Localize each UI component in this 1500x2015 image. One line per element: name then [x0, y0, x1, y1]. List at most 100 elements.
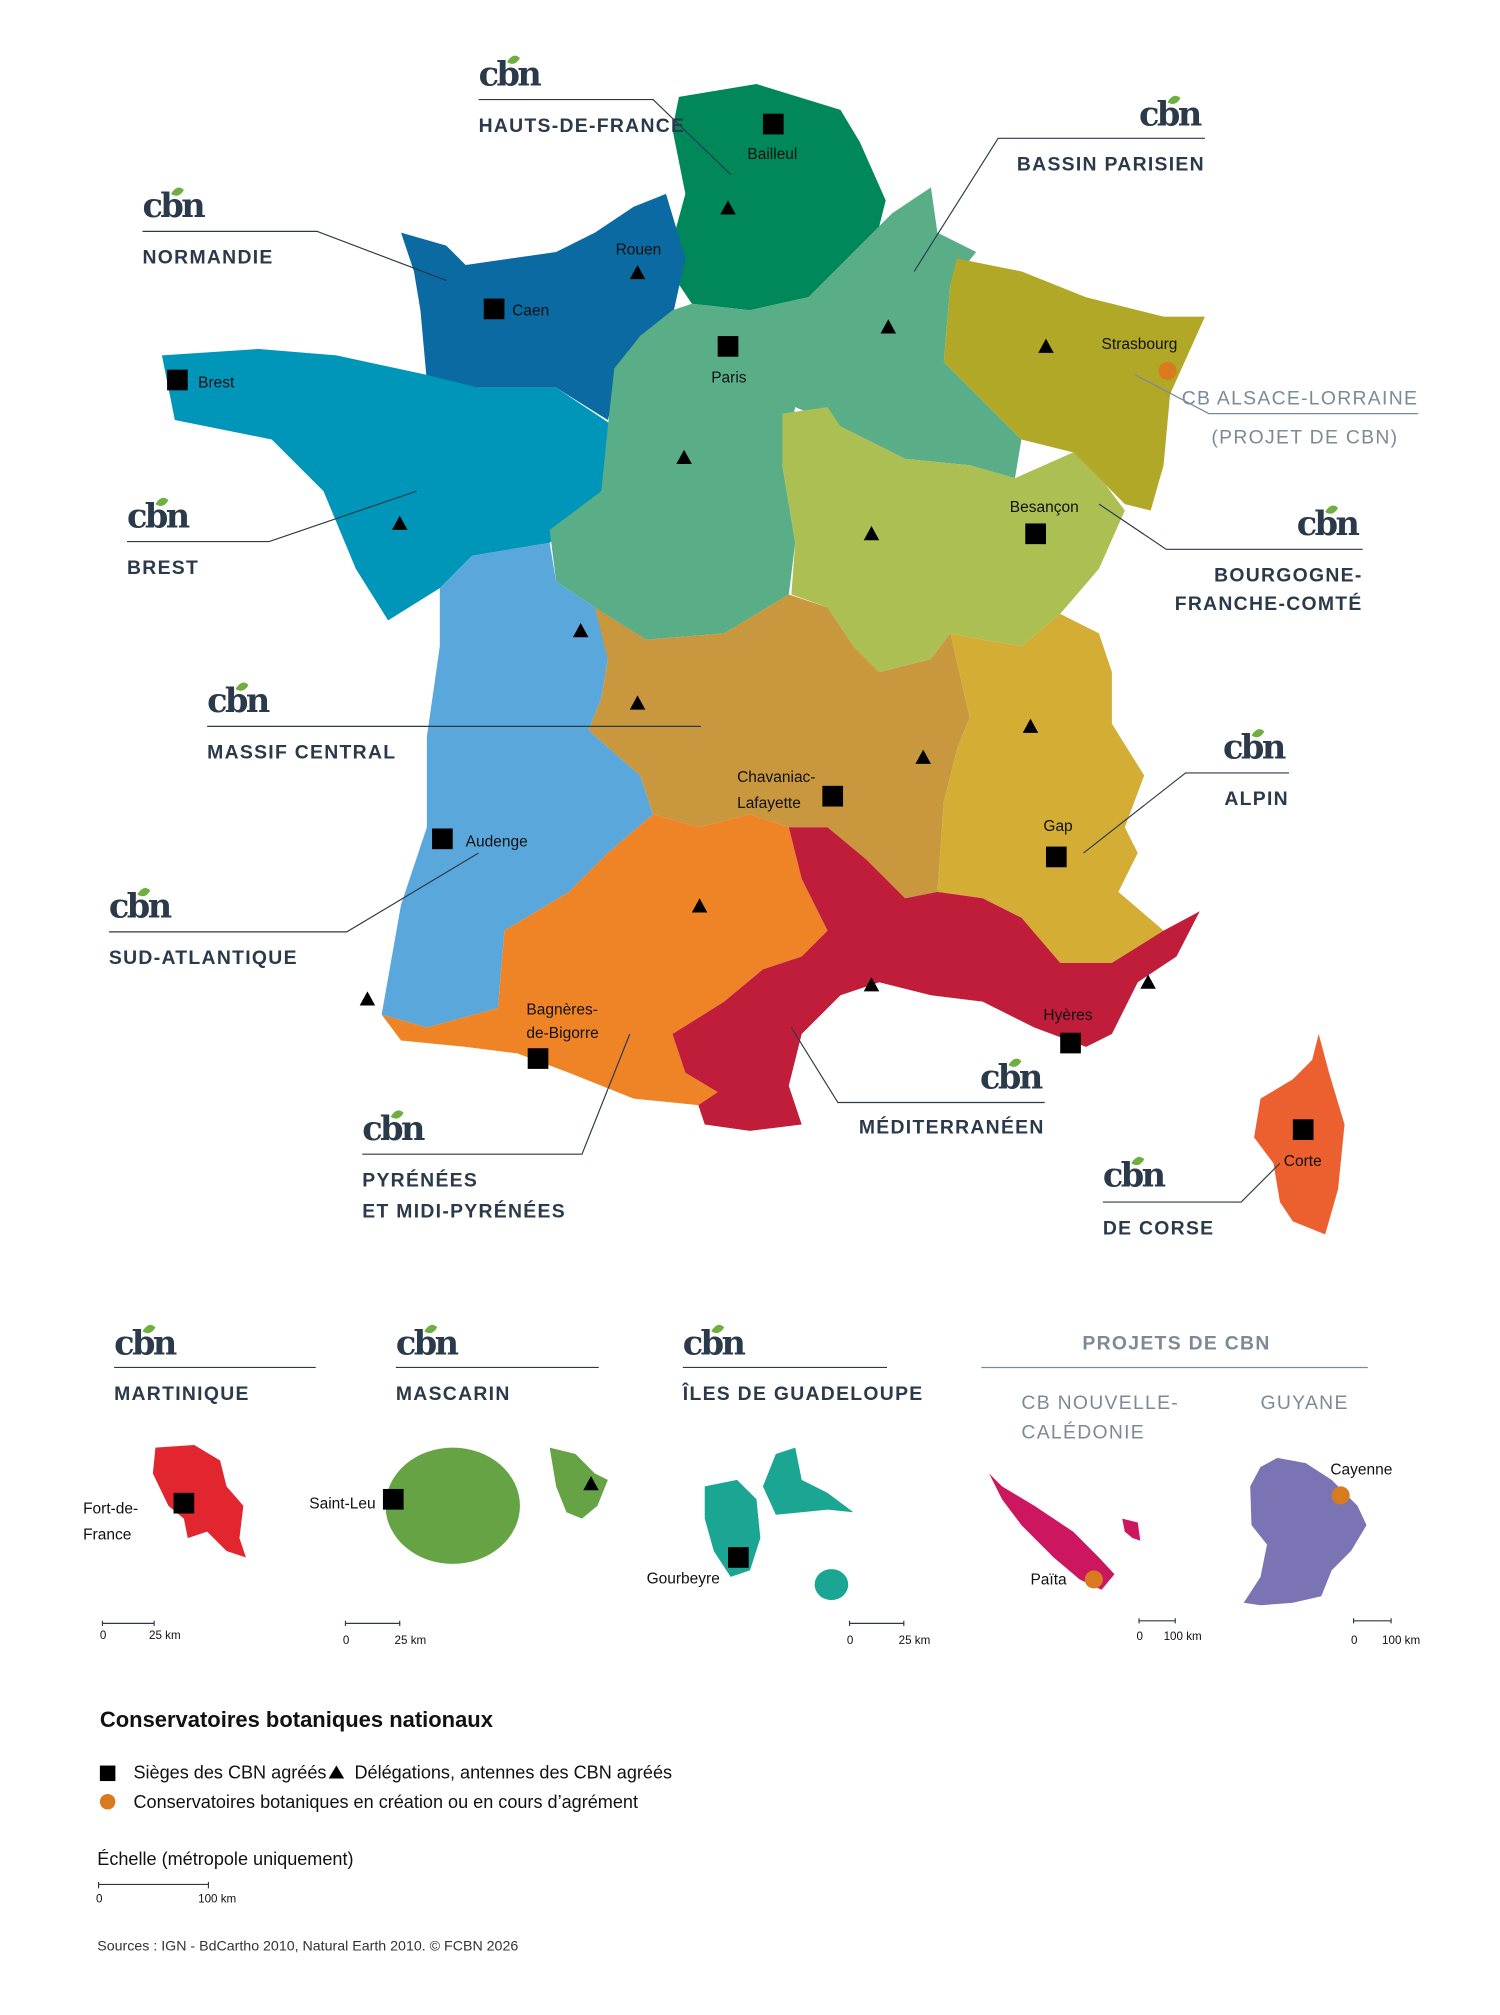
region-alpin[interactable] — [937, 613, 1164, 963]
city-label: Fort-de- — [83, 1501, 138, 1518]
legend-triangle-icon — [328, 1765, 345, 1779]
legend: Conservatoires botaniques nationaux Sièg… — [96, 1707, 672, 1955]
label-pyrenees: cbn PYRÉNÉES ET MIDI-PYRÉNÉES — [362, 1108, 566, 1223]
scale-label: 100 km — [1164, 1630, 1202, 1643]
seat-bagneres[interactable] — [527, 1048, 549, 1069]
scale-label: 0 — [1351, 1634, 1358, 1647]
region-bourgogne-franche-comte[interactable] — [782, 407, 1125, 673]
seat-gap[interactable] — [1045, 846, 1067, 868]
region-name: BREST — [127, 557, 199, 579]
city-label: Gap — [1043, 818, 1072, 835]
region-alsace-lorraine[interactable] — [943, 258, 1205, 511]
city-label: Lafayette — [737, 795, 801, 812]
region-name: MÉDITERRANÉEN — [859, 1116, 1045, 1139]
region-brest[interactable] — [161, 348, 615, 621]
seat-hyeres[interactable] — [1060, 1032, 1081, 1054]
inset-title: MASCARIN — [396, 1383, 511, 1405]
delegation-triangle[interactable] — [629, 264, 646, 280]
legend-label: Conservatoires botaniques en création ou… — [133, 1792, 637, 1812]
city-label: France — [83, 1526, 131, 1543]
seat-corte[interactable] — [1292, 1119, 1314, 1140]
city-label: de-Bigorre — [526, 1025, 598, 1042]
city-label: Corte — [1284, 1153, 1322, 1170]
region-name: FRANCHE-COMTÉ — [1175, 592, 1363, 615]
region-name: ALPIN — [1224, 788, 1289, 810]
delegation-triangle[interactable] — [1140, 974, 1156, 989]
seat-audenge[interactable] — [432, 828, 453, 850]
label-bourgogne-franche-comte: cbn BOURGOGNE- FRANCHE-COMTÉ — [1175, 503, 1363, 615]
seat-paris[interactable] — [717, 336, 739, 357]
scale-label: 25 km — [149, 1629, 181, 1642]
delegation-triangle[interactable] — [629, 695, 646, 710]
delegation-triangle[interactable] — [572, 622, 589, 638]
city-label: Bagnères- — [526, 1002, 598, 1019]
loyalty-islands-shape[interactable] — [1122, 1518, 1141, 1541]
legend-title: Conservatoires botaniques nationaux — [100, 1707, 494, 1732]
seat-saint-leu[interactable] — [382, 1488, 404, 1510]
label-sud-atlantique: cbn SUD-ATLANTIQUE — [109, 886, 298, 970]
delegation-markers — [359, 200, 1156, 1006]
city-label: Paris — [711, 370, 747, 387]
region-pyrenees[interactable] — [381, 814, 828, 1106]
inset-title: ÎLES DE GUADELOUPE — [682, 1381, 924, 1405]
delegation-triangle[interactable] — [1038, 338, 1054, 353]
delegation-triangle[interactable] — [391, 515, 408, 530]
label-alsace-lorraine: CB ALSACE-LORRAINE (PROJET DE CBN) — [1182, 388, 1417, 449]
region-sud-atlantique[interactable] — [381, 542, 654, 1028]
city-label: Audenge — [466, 834, 528, 851]
marie-galante-shape[interactable] — [814, 1569, 849, 1601]
delegation-triangle[interactable] — [583, 1476, 599, 1491]
delegation-triangle[interactable] — [676, 449, 692, 465]
region-massif-central[interactable] — [588, 594, 970, 899]
seat-caen[interactable] — [483, 298, 505, 320]
region-name: MASSIF CENTRAL — [207, 742, 396, 764]
scale-title: Échelle (métropole uniquement) — [97, 1849, 353, 1869]
reunion-shape[interactable] — [385, 1447, 520, 1564]
nouvelle-caledonie-shape[interactable] — [989, 1473, 1115, 1590]
sources: Sources : IGN - BdCartho 2010, Natural E… — [97, 1938, 518, 1954]
region-name: DE CORSE — [1103, 1217, 1215, 1239]
creation-cayenne[interactable] — [1331, 1486, 1350, 1505]
seat-bailleul[interactable] — [762, 113, 784, 135]
city-label: Cayenne — [1330, 1462, 1392, 1479]
region-name: ET MIDI-PYRÉNÉES — [362, 1200, 566, 1223]
grande-terre-shape[interactable] — [762, 1447, 854, 1515]
seat-gourbeyre[interactable] — [728, 1547, 749, 1568]
region-normandie[interactable] — [401, 193, 686, 421]
martinique-shape[interactable] — [152, 1445, 246, 1558]
city-label: Chavaniac- — [737, 769, 815, 786]
delegation-triangle[interactable] — [691, 898, 708, 913]
scale-label: 0 — [847, 1634, 854, 1647]
scale-label: 0 — [343, 1634, 350, 1647]
creation-strasbourg[interactable] — [1158, 361, 1177, 380]
rodrigues-shape[interactable] — [549, 1447, 608, 1519]
leader-lines — [108, 98, 1419, 1203]
seat-fort-de-france[interactable] — [173, 1492, 195, 1514]
guyane-shape[interactable] — [1243, 1457, 1367, 1606]
label-alpin: cbn ALPIN — [1223, 727, 1289, 811]
city-label: Brest — [198, 375, 235, 392]
region-hauts-de-france[interactable] — [665, 84, 886, 317]
scale-label: 100 km — [1382, 1634, 1420, 1647]
scale-label: 0 — [100, 1629, 107, 1642]
delegation-triangle[interactable] — [880, 319, 897, 334]
seat-brest[interactable] — [167, 369, 188, 391]
region-mediterraneen[interactable] — [672, 827, 1200, 1131]
legend-label: Délégations, antennes des CBN agréés — [354, 1762, 672, 1782]
creation-paita[interactable] — [1084, 1570, 1103, 1589]
label-massif-central: cbn MASSIF CENTRAL — [207, 680, 396, 764]
delegation-triangle[interactable] — [863, 977, 880, 992]
delegation-triangle[interactable] — [359, 991, 376, 1006]
delegation-triangle[interactable] — [720, 200, 736, 215]
city-label: Gourbeyre — [647, 1570, 720, 1587]
city-label: Caen — [512, 302, 549, 319]
region-name: SUD-ATLANTIQUE — [109, 947, 298, 969]
seat-chavaniac[interactable] — [822, 785, 844, 807]
delegation-triangle[interactable] — [915, 749, 931, 764]
delegation-triangle[interactable] — [1022, 718, 1039, 733]
scale-label: 0 — [96, 1893, 103, 1906]
seat-besancon[interactable] — [1025, 523, 1046, 545]
inset-title: CB NOUVELLE- — [1021, 1392, 1179, 1414]
inset-projects: PROJETS DE CBN CB NOUVELLE- CALÉDONIE Pa… — [981, 1332, 1420, 1647]
delegation-triangle[interactable] — [863, 526, 880, 541]
